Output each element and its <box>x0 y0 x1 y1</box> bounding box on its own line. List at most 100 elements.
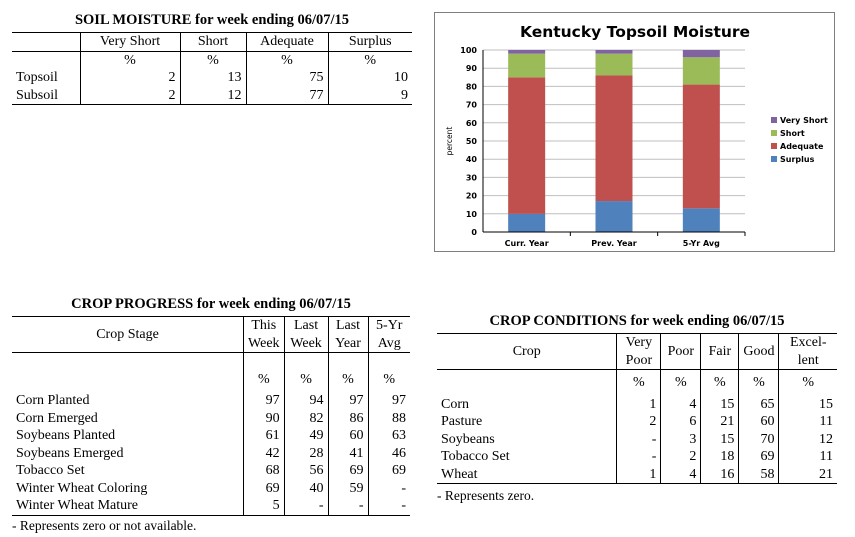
table-cell: 4 <box>660 465 702 484</box>
unit-label: % <box>243 370 285 388</box>
progress-col-header: Last <box>284 316 329 335</box>
crop-conditions-section: CROP CONDITIONS for week ending 06/07/15… <box>437 313 837 504</box>
crop-progress-table: Crop Stage This Last Last 5-Yr Week Week… <box>12 316 410 516</box>
unit-label: % <box>802 375 815 390</box>
y-tick-label: 100 <box>460 46 477 55</box>
soil-unit-row: % % % % <box>12 51 412 69</box>
legend-label: Adequate <box>780 142 824 151</box>
y-tick-label: 0 <box>471 228 477 237</box>
conditions-row: Wheat 1 4 16 58 21 <box>437 465 837 484</box>
conditions-header-row-2: Poor lent <box>437 351 837 370</box>
y-tick-label: 60 <box>466 119 478 128</box>
table-cell: - <box>284 497 329 516</box>
table-cell: 16 <box>700 465 740 484</box>
progress-row: Soybeans Emerged 42 28 41 46 <box>12 444 410 462</box>
progress-spacer-row <box>12 388 410 392</box>
y-tick-label: 70 <box>466 101 478 110</box>
table-cell: 11 <box>819 449 833 464</box>
table-cell: 12 <box>180 86 247 105</box>
conditions-row: Soybeans - 3 15 70 12 <box>437 430 837 448</box>
bar-segment <box>595 53 633 76</box>
table-cell: 56 <box>284 462 329 480</box>
table-cell: 2 <box>80 69 181 87</box>
table-cell: 2 <box>660 448 702 466</box>
table-cell: 60 <box>328 427 369 445</box>
table-cell: 97 <box>392 393 406 408</box>
bar-segment <box>595 75 633 202</box>
progress-row: Soybeans Planted 61 49 60 63 <box>12 427 410 445</box>
soil-row-subsoil: Subsoil 2 12 77 9 <box>12 86 412 105</box>
soil-col-header: Adequate <box>246 32 329 52</box>
unit-label: % <box>616 374 662 392</box>
y-tick-label: 10 <box>466 210 478 219</box>
progress-unit-row: % % % % <box>12 370 410 388</box>
topsoil-moisture-chart: Kentucky Topsoil Moisture percent 0 10 20 3… <box>434 12 835 252</box>
soil-moisture-section: SOIL MOISTURE for week ending 06/07/15 V… <box>12 12 412 105</box>
table-cell: 6 <box>660 413 702 431</box>
conditions-row: Pasture 2 6 21 60 11 <box>437 413 837 431</box>
table-cell: 97 <box>328 392 369 410</box>
table-cell: 12 <box>819 431 833 447</box>
table-cell: - <box>368 497 410 516</box>
table-cell: 61 <box>243 427 285 445</box>
progress-col-header: This <box>243 316 285 335</box>
y-axis-label: percent <box>445 127 454 156</box>
soil-header-row: Very Short Short Adequate Surplus <box>12 32 412 52</box>
x-tick-label: 5-Yr Avg <box>683 239 720 248</box>
table-cell: 41 <box>328 444 369 462</box>
crop-conditions-title: CROP CONDITIONS for week ending 06/07/15 <box>489 313 785 329</box>
legend-swatch <box>771 130 777 136</box>
legend-swatch <box>771 156 777 162</box>
y-tick-label: 50 <box>466 137 478 146</box>
progress-row: Corn Planted 97 94 97 97 <box>12 392 410 410</box>
bar-segment <box>682 50 720 58</box>
row-label: Soybeans <box>437 430 618 448</box>
bar-segment <box>595 201 633 232</box>
table-cell: 65 <box>738 395 780 413</box>
y-tick-label: 80 <box>466 82 478 91</box>
row-label: Pasture <box>437 413 618 431</box>
table-cell: 88 <box>392 410 406 426</box>
table-cell: 94 <box>284 392 329 410</box>
row-label: Corn Emerged <box>12 409 245 427</box>
table-cell: 1 <box>616 395 662 413</box>
table-cell: 46 <box>392 445 406 461</box>
table-cell: 11 <box>819 414 833 429</box>
row-label: Winter Wheat Mature <box>12 497 245 516</box>
bar-segment <box>682 57 720 85</box>
table-cell: 49 <box>284 427 329 445</box>
table-cell: - <box>616 430 662 448</box>
bar-segment <box>508 213 546 232</box>
unit-label: % <box>364 52 377 68</box>
progress-col-header: Week <box>243 334 285 353</box>
row-label: Winter Wheat Coloring <box>12 479 245 497</box>
table-cell: 97 <box>243 392 285 410</box>
unit-label: % <box>80 51 181 69</box>
table-cell: 9 <box>328 86 412 105</box>
table-cell: 13 <box>180 69 247 87</box>
table-cell: 86 <box>328 409 369 427</box>
row-label: Corn <box>437 395 618 413</box>
bar-segment <box>595 50 633 54</box>
conditions-unit-row: % % % % % <box>437 374 837 392</box>
conditions-header-row-1: Crop Very Poor Fair Good Excel- <box>437 333 837 370</box>
legend-label: Very Short <box>780 116 828 125</box>
table-cell: 28 <box>284 444 329 462</box>
table-cell: 68 <box>243 462 285 480</box>
progress-row: Tobacco Set 68 56 69 69 <box>12 462 410 480</box>
table-cell: 15 <box>700 395 740 413</box>
row-label: Tobacco Set <box>437 448 618 466</box>
unit-label: % <box>180 51 247 69</box>
table-cell: 5 <box>243 497 285 516</box>
table-cell: 59 <box>328 479 369 497</box>
progress-col-header: Week <box>284 334 329 353</box>
conditions-spacer-row <box>437 369 837 374</box>
unit-label: % <box>328 370 369 388</box>
table-cell: - <box>616 448 662 466</box>
row-label: Subsoil <box>12 86 81 105</box>
legend-label: Short <box>780 129 805 138</box>
table-cell: 2 <box>80 86 181 105</box>
row-label: Soybeans Planted <box>12 427 245 445</box>
soil-moisture-title: SOIL MOISTURE for week ending 06/07/15 <box>74 12 350 28</box>
progress-col-header: Last <box>328 316 369 335</box>
